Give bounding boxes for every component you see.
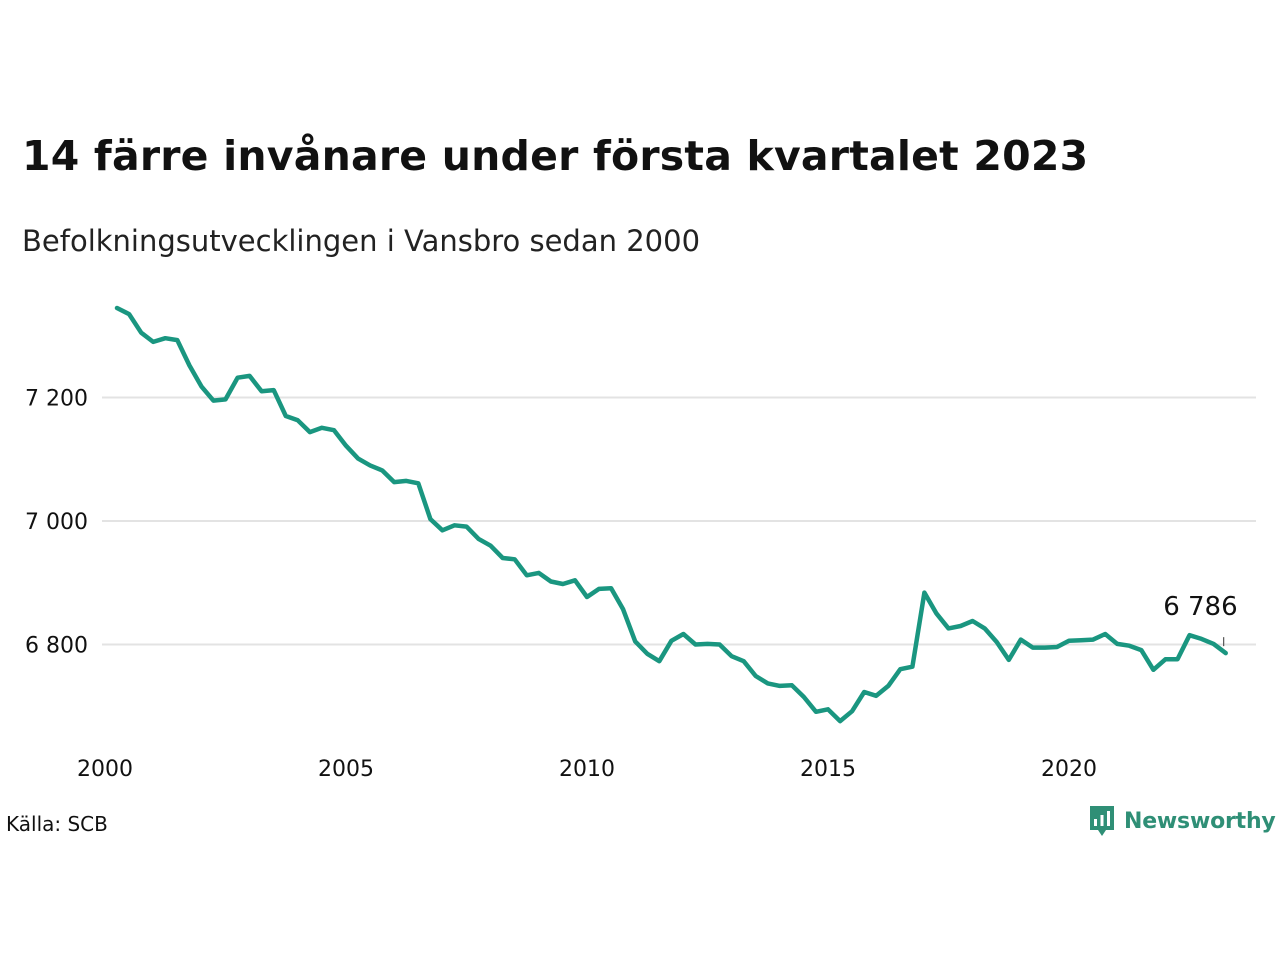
x-axis-tick-labels: 2000 2005 2010 2015 2020 bbox=[77, 757, 1097, 782]
x-tick-label: 2000 bbox=[77, 757, 133, 782]
source-note: Källa: SCB bbox=[6, 812, 108, 836]
newsworthy-logo-icon bbox=[1088, 804, 1116, 838]
last-value-label: 6 786 bbox=[1163, 592, 1237, 622]
y-axis-tick-labels: 6 800 7 000 7 200 bbox=[25, 387, 88, 659]
brand-logo[interactable]: Newsworthy bbox=[1088, 804, 1276, 838]
y-tick-label: 7 000 bbox=[25, 510, 88, 535]
series-line bbox=[114, 305, 1228, 724]
x-tick-label: 2020 bbox=[1041, 757, 1097, 782]
x-tick-label: 2005 bbox=[318, 757, 374, 782]
brand-name: Newsworthy bbox=[1124, 808, 1276, 834]
chart-title: 14 färre invånare under första kvartalet… bbox=[22, 132, 1089, 180]
x-tick-label: 2010 bbox=[559, 757, 615, 782]
y-tick-label: 6 800 bbox=[25, 634, 88, 659]
y-tick-label: 7 200 bbox=[25, 387, 88, 412]
chart-subtitle: Befolkningsutvecklingen i Vansbro sedan … bbox=[22, 224, 701, 258]
gridlines bbox=[102, 396, 1256, 646]
series-layer bbox=[114, 305, 1228, 724]
x-tick-label: 2015 bbox=[800, 757, 856, 782]
annotation-layer: 6 786 bbox=[1163, 592, 1238, 647]
